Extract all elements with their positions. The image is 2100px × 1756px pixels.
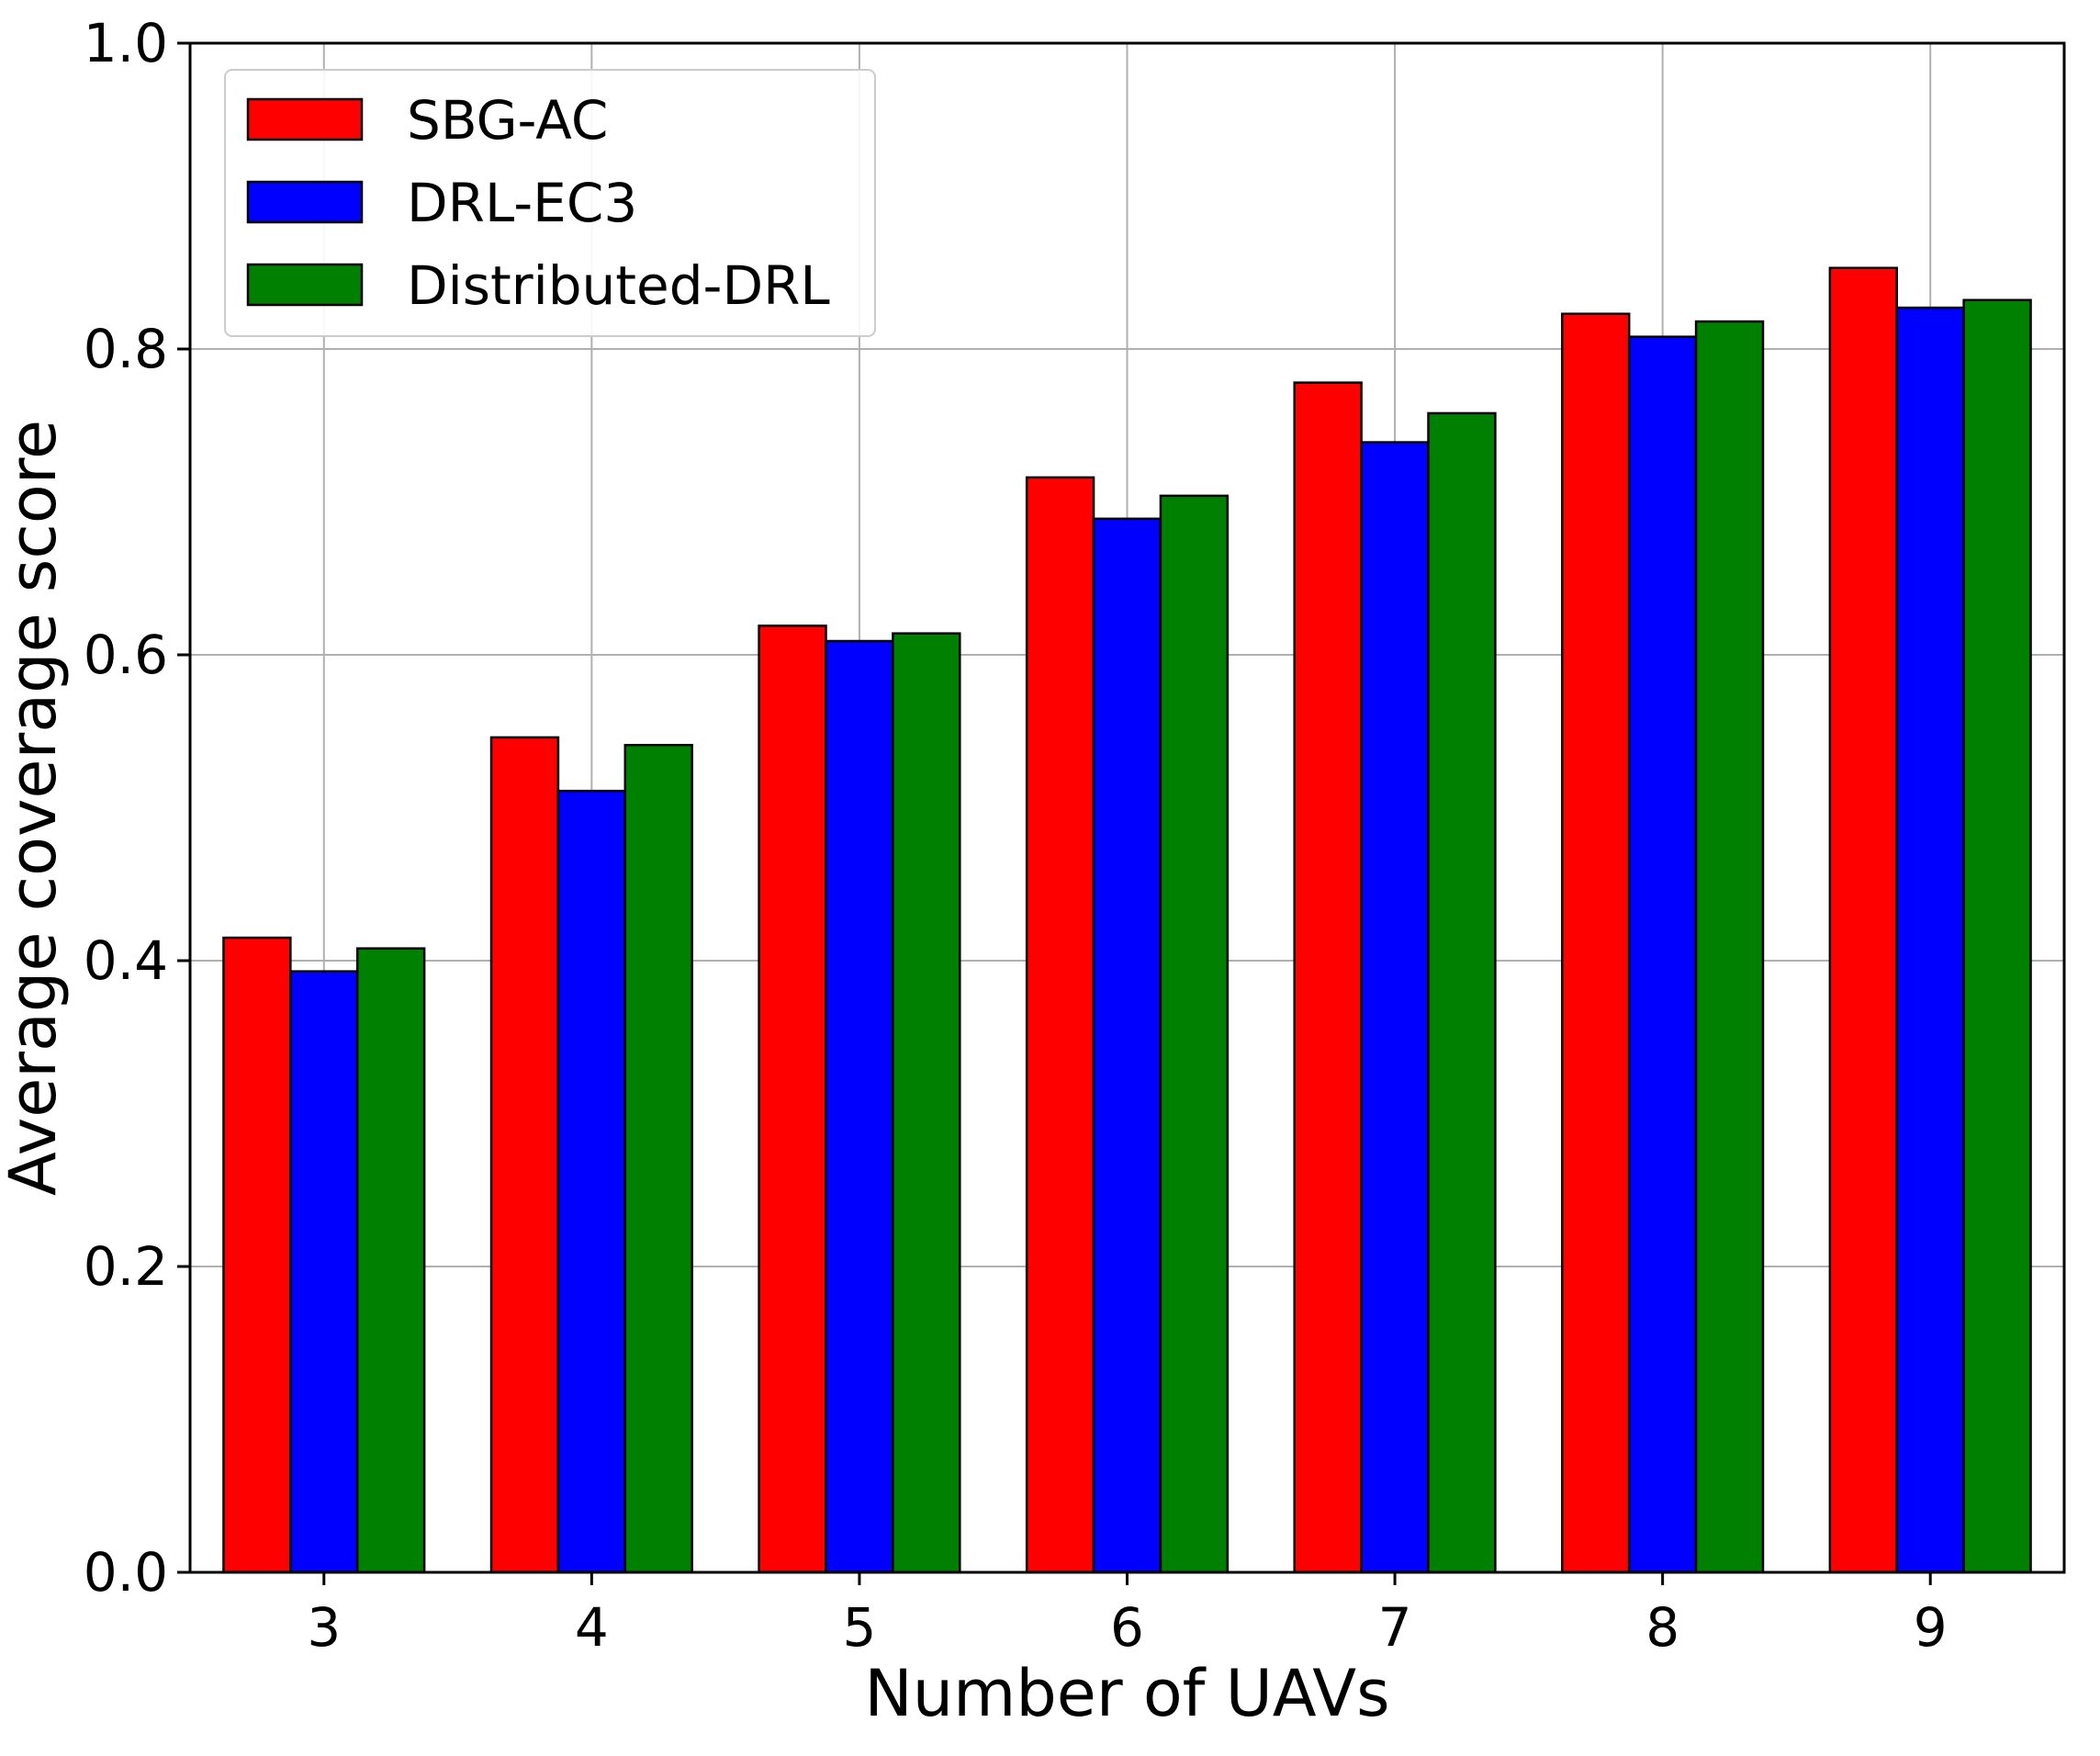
bar-sbg-ac-9 (1828, 266, 1899, 1574)
bar-sbg-ac-7 (1293, 381, 1363, 1574)
y-tick-label: 0.8 (84, 318, 168, 380)
x-tick-label: 3 (307, 1596, 341, 1659)
x-tick-label: 7 (1378, 1596, 1412, 1659)
legend-swatch (246, 180, 364, 224)
axis-ticks: 0.0 0.2 0.4 0.6 0.8 1.0 3 4 5 6 7 8 9 (84, 12, 1948, 1659)
legend: SBG-AC DRL-EC3 Distributed-DRL (224, 69, 876, 337)
y-axis-label: Average coverage score (0, 420, 71, 1196)
bar-drl-ec3-9 (1895, 306, 1965, 1574)
bar-drl-ec3-3 (289, 970, 359, 1574)
bar-sbg-ac-8 (1561, 312, 1631, 1574)
bar-distributed-drl-7 (1427, 411, 1497, 1574)
bar-distributed-drl-3 (355, 947, 426, 1574)
x-tick-label: 5 (842, 1596, 876, 1659)
bar-sbg-ac-4 (489, 736, 560, 1574)
bar-drl-ec3-7 (1360, 441, 1430, 1574)
x-axis-label: Number of UAVs (864, 1656, 1389, 1731)
bar-distributed-drl-6 (1159, 494, 1230, 1574)
bar-sbg-ac-5 (758, 625, 827, 1574)
bar-distributed-drl-5 (892, 632, 961, 1574)
y-tick-label: 0.4 (84, 929, 168, 992)
legend-swatch (246, 97, 364, 141)
x-tick-label: 6 (1110, 1596, 1144, 1659)
bar-distributed-drl-4 (623, 743, 693, 1574)
x-tick-label: 8 (1645, 1596, 1679, 1659)
bar-drl-ec3-4 (556, 789, 627, 1574)
y-tick-label: 1.0 (84, 12, 168, 74)
bars (222, 266, 2032, 1574)
bar-distributed-drl-9 (1962, 298, 2032, 1574)
legend-label: Distributed-DRL (407, 254, 830, 317)
legend-label: SBG-AC (407, 89, 608, 152)
legend-box (224, 69, 876, 337)
y-tick-label: 0.0 (84, 1541, 168, 1604)
x-tick-label: 9 (1914, 1596, 1948, 1659)
legend-swatch (246, 263, 364, 307)
bar-sbg-ac-6 (1025, 476, 1095, 1574)
y-tick-label: 0.2 (84, 1235, 168, 1298)
bar-drl-ec3-6 (1092, 517, 1162, 1574)
legend-label: DRL-EC3 (407, 172, 637, 234)
y-tick-label: 0.6 (84, 624, 168, 686)
bar-distributed-drl-8 (1694, 320, 1765, 1574)
x-tick-label: 4 (575, 1596, 609, 1659)
bar-drl-ec3-5 (825, 639, 894, 1574)
bar-sbg-ac-3 (222, 936, 292, 1574)
bar-drl-ec3-8 (1627, 335, 1698, 1574)
